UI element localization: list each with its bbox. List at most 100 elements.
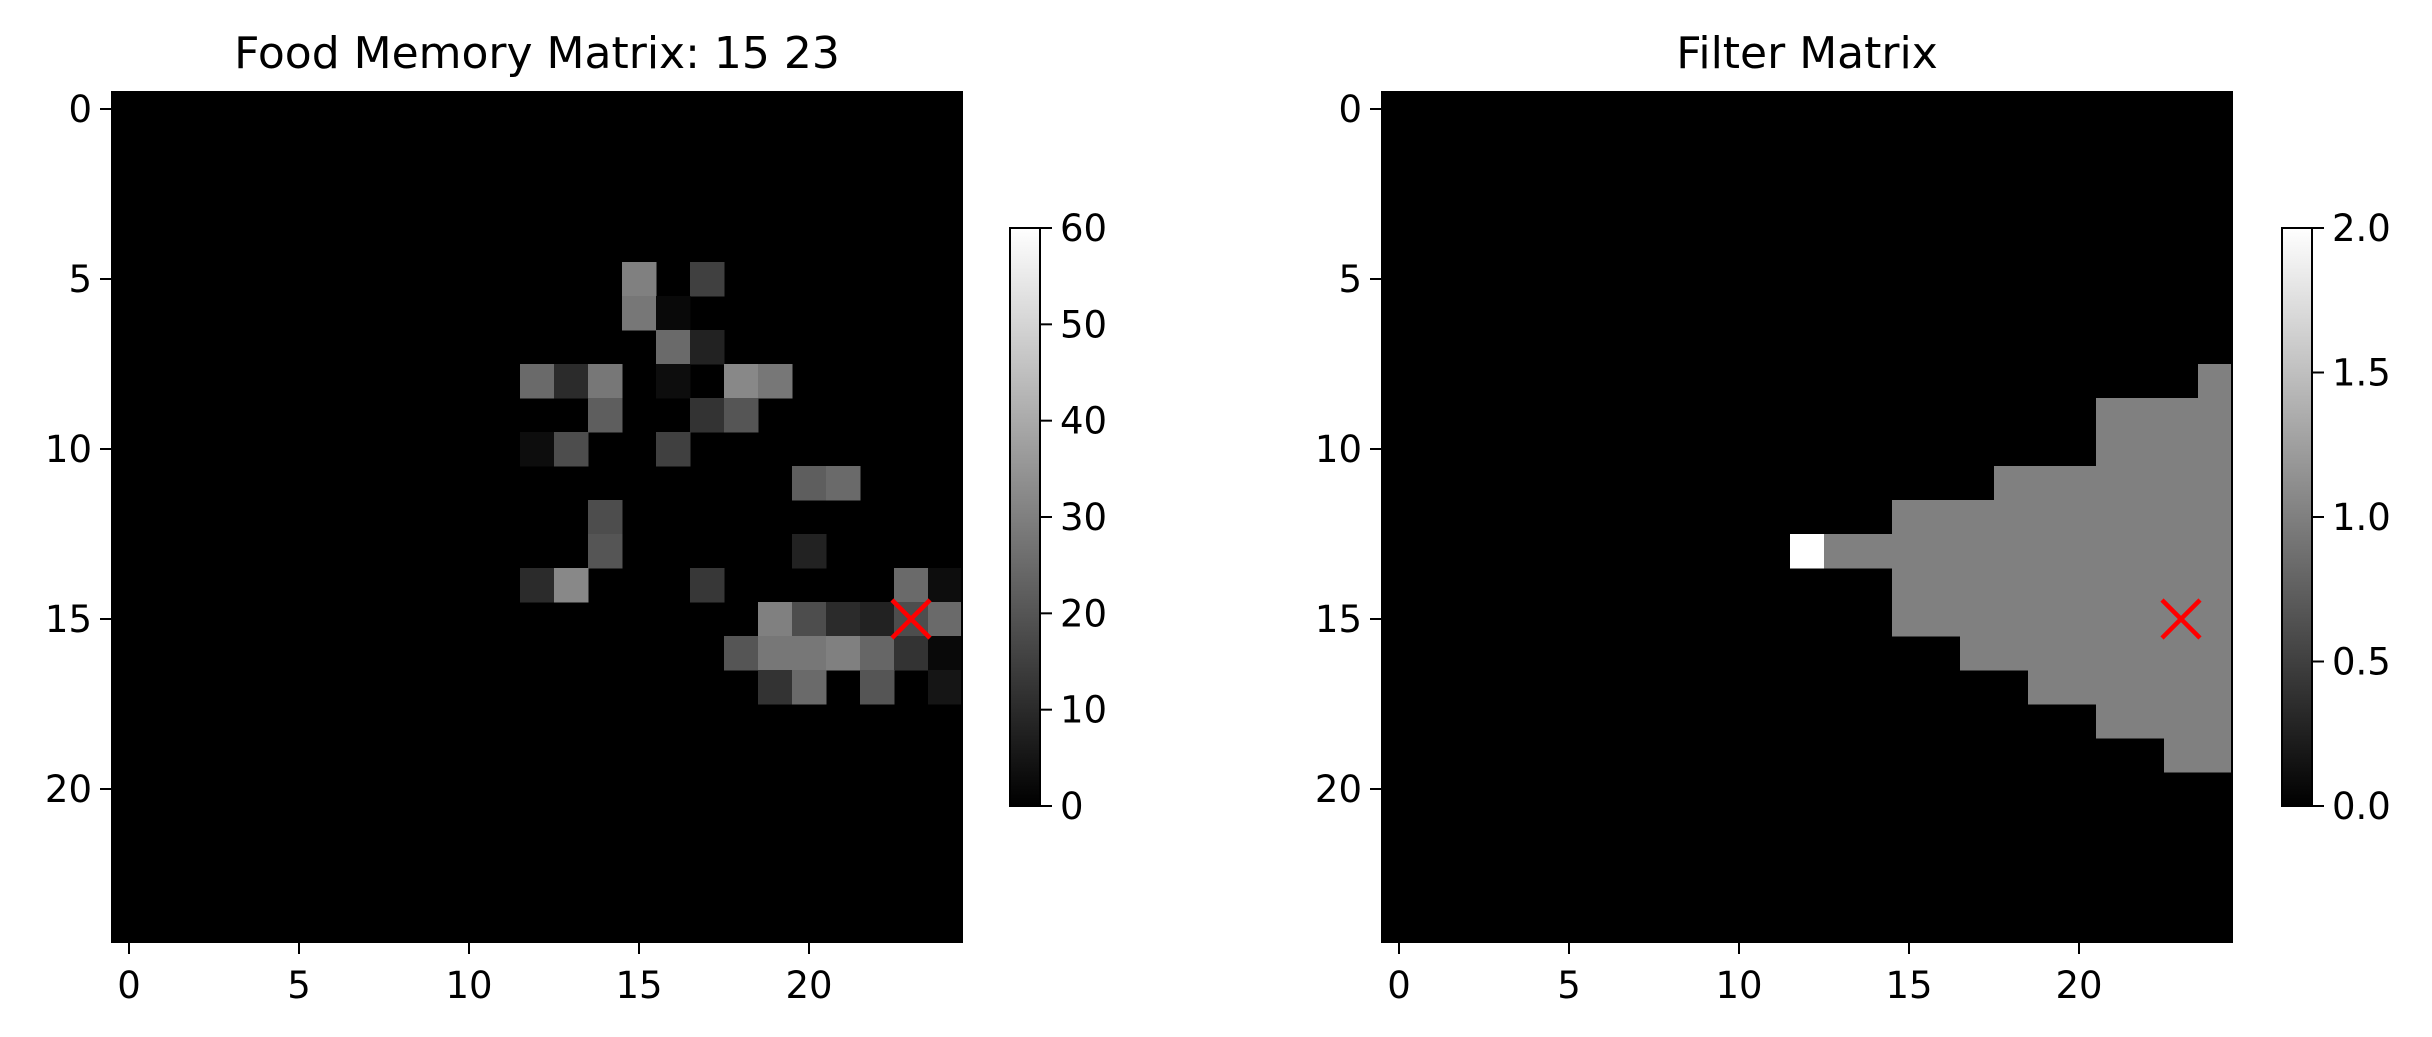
colorbar-tick-label: 30: [1060, 496, 1107, 539]
x-tick-label: 5: [287, 964, 311, 1007]
heatmap-cell: [792, 602, 827, 637]
heatmap-cell: [656, 296, 691, 331]
heatmap-cell: [690, 330, 725, 365]
heatmap-cell: [724, 636, 759, 671]
colorbar-tick-label: 10: [1060, 689, 1107, 732]
heatmap-cell: [724, 398, 759, 433]
colorbar-tick-label: 0: [1060, 785, 1084, 828]
heatmap-cell: [792, 466, 827, 501]
heatmap-background: [112, 92, 962, 942]
heatmap-cell: [826, 602, 861, 637]
colorbar-tick-label: 40: [1060, 400, 1107, 443]
chart-panel-2: Filter Matrix 0 5 10 15 20 0 5 10 15 20 0.0 0.5 1.0 1.…: [1315, 28, 2391, 1007]
heatmap-cell: [928, 636, 963, 671]
x-tick-label: 10: [1715, 964, 1762, 1007]
colorbar-tick-label: 1.0: [2332, 496, 2391, 539]
heatmap-cell-run: [2096, 398, 2233, 433]
heatmap-cell-run: [1824, 534, 2233, 569]
heatmap-cell: [690, 568, 725, 603]
heatmap-cell: [928, 602, 963, 637]
y-tick-label: 20: [1315, 768, 1362, 811]
heatmap-cell-run: [1790, 534, 1825, 569]
colorbar-tick-label: 50: [1060, 303, 1107, 346]
marker-stroke: [890, 598, 932, 640]
x-tick-label: 15: [1885, 964, 1932, 1007]
heatmap-cell: [894, 568, 929, 603]
y-tick-label: 20: [45, 768, 92, 811]
marker-x: [2160, 598, 2202, 640]
heatmap-cell-run: [2028, 670, 2233, 705]
heatmap-cell: [656, 330, 691, 365]
axes-frame: [111, 91, 963, 943]
marker-stroke: [2160, 598, 2202, 640]
heatmap-cell: [894, 636, 929, 671]
heatmap-cell: [622, 262, 657, 297]
colorbar-tick-label: 0.5: [2332, 641, 2391, 684]
x-tick-label: 0: [117, 964, 141, 1007]
heatmap-cell: [826, 636, 861, 671]
heatmap-cell: [758, 670, 793, 705]
x-tick-label: 5: [1557, 964, 1581, 1007]
colorbar: 0 10 20 30 40 50 60: [1009, 207, 1107, 828]
heatmap-cell: [588, 364, 623, 399]
heatmap-cell: [860, 670, 895, 705]
colorbar-tick-label: 1.5: [2332, 352, 2391, 395]
colorbar-gradient: [2281, 227, 2313, 807]
heatmap-cell: [690, 398, 725, 433]
x-tick-label: 20: [2055, 964, 2102, 1007]
heatmap-cell: [826, 466, 861, 501]
heatmap-cell: [588, 500, 623, 535]
chart-panel-1: Food Memory Matrix: 15 23 0 5 10 15 20 0 5 10 15 2…: [45, 28, 1107, 1007]
x-tick-label: 0: [1387, 964, 1411, 1007]
x-tick-label: 15: [615, 964, 662, 1007]
x-tick-label: 20: [785, 964, 832, 1007]
heatmap-cell-run: [2198, 364, 2233, 399]
y-tick-label: 5: [68, 258, 92, 301]
heatmap-cell-run: [1892, 602, 2233, 637]
y-tick-label: 5: [1338, 258, 1362, 301]
chart-title: Food Memory Matrix: 15 23: [234, 28, 840, 79]
heatmap-cell-run: [2096, 432, 2233, 467]
heatmap-cell: [860, 636, 895, 671]
heatmap-cell: [758, 636, 793, 671]
y-tick-label: 15: [45, 598, 92, 641]
heatmap-cell: [588, 398, 623, 433]
heatmap-cell-run: [1892, 500, 2233, 535]
heatmap-cell-run: [2164, 738, 2233, 773]
heatmap-cell: [792, 670, 827, 705]
colorbar-tick-label: 20: [1060, 592, 1107, 635]
heatmap-cell-run: [2096, 704, 2233, 739]
colorbar-tick-label: 2.0: [2332, 207, 2391, 250]
y-tick-label: 10: [45, 428, 92, 471]
heatmap-cell: [656, 432, 691, 467]
y-tick-label: 0: [68, 88, 92, 131]
heatmap-cell-run: [1994, 466, 2233, 501]
heatmap-cell: [656, 364, 691, 399]
heatmap-cell: [758, 364, 793, 399]
marker-x: [890, 598, 932, 640]
heatmap-cell: [758, 602, 793, 637]
heatmap-cell-run: [1892, 568, 2233, 603]
colorbar-tick-label: 0.0: [2332, 785, 2391, 828]
heatmap-cell: [520, 432, 555, 467]
heatmap-cell: [554, 432, 589, 467]
chart-title: Filter Matrix: [1676, 28, 1938, 79]
heatmap-cell: [792, 636, 827, 671]
heatmap-cell-run: [1960, 636, 2233, 671]
colorbar: 0.0 0.5 1.0 1.5 2.0: [2281, 207, 2391, 828]
heatmap-cell: [792, 534, 827, 569]
heatmap-cell: [928, 670, 963, 705]
y-tick-label: 15: [1315, 598, 1362, 641]
heatmap-cell: [554, 568, 589, 603]
heatmap-cell: [928, 568, 963, 603]
colorbar-gradient: [1009, 227, 1041, 807]
heatmap-cell: [690, 262, 725, 297]
colorbar-tick-label: 60: [1060, 207, 1107, 250]
heatmap-cell: [520, 364, 555, 399]
heatmap-cell: [622, 296, 657, 331]
x-tick-label: 10: [445, 964, 492, 1007]
y-tick-label: 10: [1315, 428, 1362, 471]
axes-frame: [1381, 91, 2233, 943]
heatmap-cell: [520, 568, 555, 603]
